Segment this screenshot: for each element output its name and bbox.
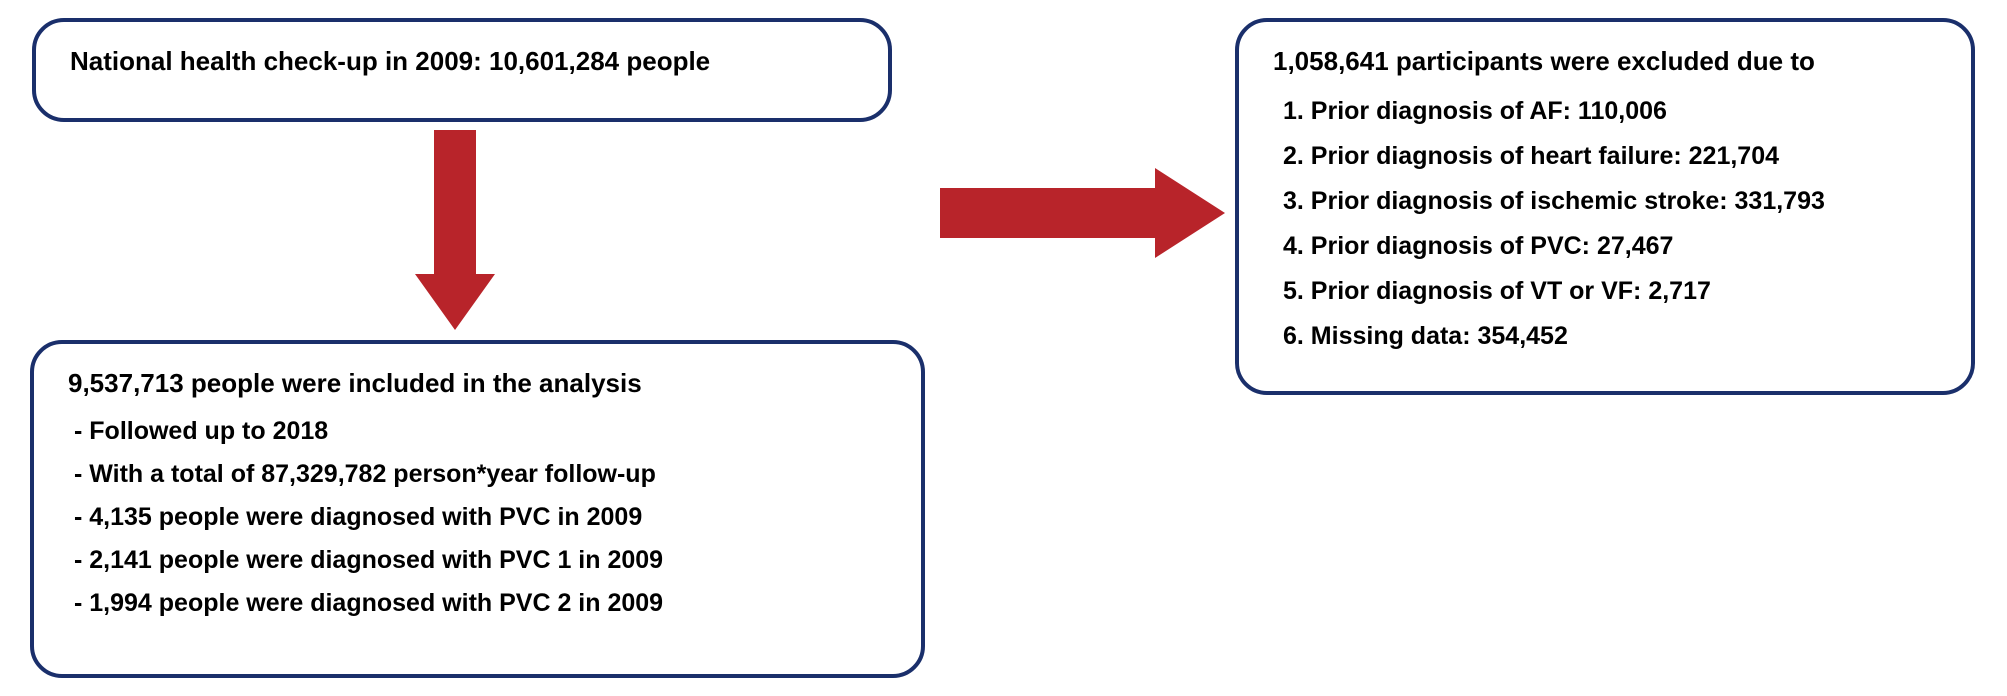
included-list-item: - 4,135 people were diagnosed with PVC i… <box>74 503 887 532</box>
included-analysis-box: 9,537,713 people were included in the an… <box>30 340 925 678</box>
included-list-item: - 2,141 people were diagnosed with PVC 1… <box>74 546 887 575</box>
excluded-list-item: 3. Prior diagnosis of ischemic stroke: 3… <box>1283 187 1937 216</box>
excluded-list: 1. Prior diagnosis of AF: 110,006 2. Prio… <box>1273 97 1937 351</box>
included-analysis-title: 9,537,713 people were included in the an… <box>68 368 887 399</box>
excluded-list-item: 1. Prior diagnosis of AF: 110,006 <box>1283 97 1937 126</box>
excluded-list-item: 2. Prior diagnosis of heart failure: 221… <box>1283 142 1937 171</box>
source-population-title: National health check-up in 2009: 10,601… <box>70 46 854 77</box>
source-population-box: National health check-up in 2009: 10,601… <box>32 18 892 122</box>
excluded-list-item: 5. Prior diagnosis of VT or VF: 2,717 <box>1283 277 1937 306</box>
included-list-item: - 1,994 people were diagnosed with PVC 2… <box>74 589 887 618</box>
included-list-item: - Followed up to 2018 <box>74 417 887 446</box>
excluded-list-item: 4. Prior diagnosis of PVC: 27,467 <box>1283 232 1937 261</box>
excluded-box: 1,058,641 participants were excluded due… <box>1235 18 1975 395</box>
excluded-list-item: 6. Missing data: 354,452 <box>1283 322 1937 351</box>
included-list-item: - With a total of 87,329,782 person*year… <box>74 460 887 489</box>
arrow-down-icon <box>415 130 495 330</box>
excluded-title: 1,058,641 participants were excluded due… <box>1273 46 1937 77</box>
included-analysis-list: - Followed up to 2018 - With a total of 8… <box>74 417 887 618</box>
arrow-right-icon <box>940 168 1225 258</box>
